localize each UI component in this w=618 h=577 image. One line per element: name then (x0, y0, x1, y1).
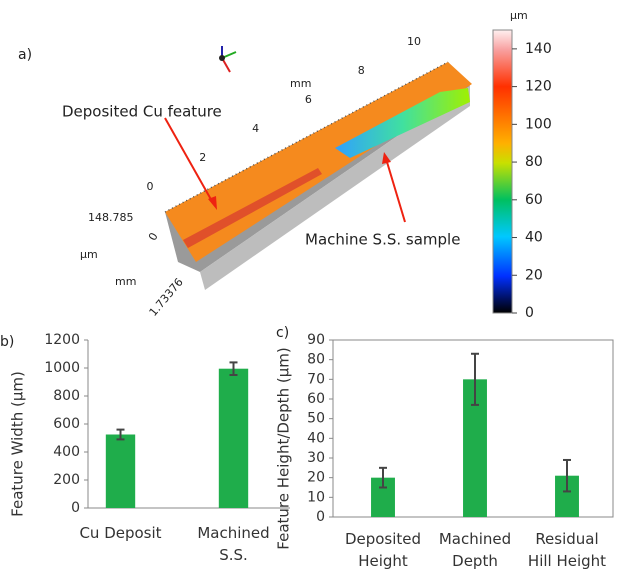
axis-unit: µm (80, 248, 98, 261)
y-axis-label: Feature Width (µm) (9, 371, 27, 517)
x-tick-label: Cu Deposit (73, 522, 168, 544)
colorbar-tick-label: 20 (525, 267, 543, 283)
y-axis-label: Feature Height/Depth (µm) (275, 347, 293, 549)
x-tick-label: Machined Depth (430, 528, 520, 572)
ruler-tick-label: 4 (252, 122, 259, 135)
x-tick-label: Machined S.S. (186, 522, 281, 566)
y-tick-label: 0 (316, 509, 325, 525)
panel-label: a) (18, 47, 32, 63)
ruler-tick-label: 6 (305, 93, 312, 106)
colorbar-tick-label: 40 (525, 230, 543, 246)
x-tick-label: Residual Hill Height (522, 528, 612, 572)
axis-triad (219, 46, 236, 72)
colorbar-tick-label: 120 (525, 79, 552, 95)
colorbar-unit: µm (510, 9, 528, 22)
y-tick-label: 1000 (44, 360, 80, 376)
y-tick-label: 50 (307, 411, 325, 427)
bar (106, 435, 135, 509)
width-max: 1.73376 (147, 276, 186, 319)
panel-label: c) (276, 325, 289, 341)
y-tick-label: 200 (53, 472, 80, 488)
annotation: Deposited Cu feature (62, 103, 222, 121)
colorbar-tick-label: 100 (525, 116, 552, 132)
annotation: Machine S.S. sample (305, 231, 460, 249)
y-tick-label: 1200 (44, 332, 80, 348)
x-tick-label: Deposited Height (338, 528, 428, 572)
y-tick-label: 60 (307, 391, 325, 407)
y-tick-label: 800 (53, 388, 80, 404)
ruler-tick-label: 2 (199, 151, 206, 164)
y-tick-label: 400 (53, 444, 80, 460)
colorbar-tick-label: 80 (525, 154, 543, 170)
height-min: 0 (146, 230, 161, 243)
y-tick-label: 90 (307, 332, 325, 348)
colorbar-tick-label: 0 (525, 305, 534, 321)
ruler-tick-label: 10 (407, 35, 421, 48)
colorbar-tick-label: 140 (525, 41, 552, 57)
y-tick-label: 70 (307, 371, 325, 387)
y-tick-label: 20 (307, 470, 325, 486)
ruler-tick-label: 0 (147, 180, 154, 193)
y-tick-label: 40 (307, 430, 325, 446)
page: a) Deposited Cu feature Machine S.S. sam… (0, 0, 618, 577)
y-tick-label: 80 (307, 352, 325, 368)
height-max: 148.785 (88, 211, 134, 224)
axis-unit: mm (290, 77, 311, 90)
figure: a) Deposited Cu feature Machine S.S. sam… (0, 0, 618, 577)
y-tick-label: 10 (307, 489, 325, 505)
bar (219, 369, 248, 508)
y-tick-label: 30 (307, 450, 325, 466)
arrow (387, 162, 405, 222)
panel-label: b) (0, 334, 14, 350)
y-tick-label: 0 (71, 500, 80, 516)
colorbar (493, 30, 512, 313)
colorbar-tick-label: 60 (525, 192, 543, 208)
axis-unit: mm (115, 275, 136, 288)
y-tick-label: 600 (53, 416, 80, 432)
ruler-tick-label: 8 (358, 64, 365, 77)
